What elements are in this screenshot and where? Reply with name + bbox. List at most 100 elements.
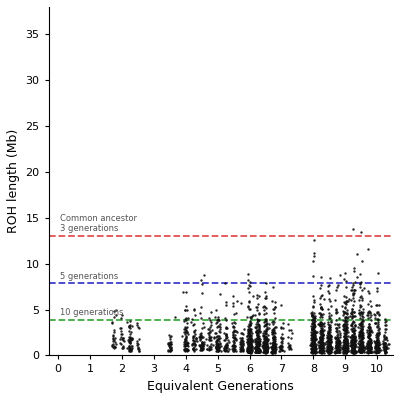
Point [350,345,356,351]
Point [247,322,253,328]
Point [168,347,174,353]
Point [327,336,333,342]
Point [349,336,356,342]
Point [380,344,386,350]
Point [309,345,315,352]
Point [245,349,251,355]
Point [365,340,372,346]
Point [343,349,349,355]
Point [287,345,293,351]
Point [309,311,316,318]
Point [367,341,373,348]
Point [342,347,348,354]
Point [311,320,317,327]
Point [327,343,333,349]
Point [125,336,132,342]
Text: Common ancestor
3 generations: Common ancestor 3 generations [60,214,137,234]
Point [120,343,126,350]
Point [166,340,172,346]
Point [340,322,346,328]
Point [366,338,372,345]
Point [332,321,338,327]
Point [310,342,316,348]
Point [247,333,253,340]
Point [256,326,262,332]
Point [336,340,342,347]
Point [246,331,252,338]
Point [255,342,262,349]
Point [204,346,210,352]
Point [247,344,253,351]
Point [351,325,357,332]
Point [181,342,187,349]
Point [262,338,268,345]
Point [312,350,318,356]
Point [358,319,364,325]
Point [199,345,206,351]
Point [373,330,380,337]
Point [382,342,389,349]
Point [360,309,366,315]
Point [271,345,277,351]
Point [182,348,188,354]
Point [374,330,380,336]
Point [335,337,341,343]
Point [366,346,372,353]
Point [371,349,378,355]
Point [311,327,317,333]
Point [247,330,254,336]
Point [248,341,254,348]
Point [248,349,254,355]
Point [367,346,373,353]
Point [184,324,190,330]
Point [111,344,118,351]
Point [312,347,318,353]
Point [238,345,244,352]
Point [231,337,238,344]
Point [327,338,333,344]
Point [309,335,315,342]
Point [247,322,253,329]
Point [324,348,330,354]
Point [309,326,315,332]
Point [184,346,190,352]
Point [343,327,349,334]
Point [350,338,356,345]
Point [318,349,324,355]
Point [248,346,254,352]
Point [333,343,339,349]
Point [206,330,212,336]
Point [191,332,198,339]
Point [247,346,254,352]
Point [344,298,350,304]
Point [333,338,339,345]
Point [351,338,358,345]
Point [365,328,372,335]
Point [309,346,316,353]
Point [214,319,220,326]
Point [356,346,363,352]
Point [325,319,332,326]
Point [318,340,324,346]
Point [197,332,204,338]
Point [368,349,374,355]
Point [247,348,254,354]
Point [319,337,325,344]
Point [222,330,229,337]
Point [336,338,342,344]
Point [334,342,340,349]
Point [314,348,320,355]
Point [238,348,244,354]
Point [318,350,324,356]
Point [270,334,277,340]
Point [254,342,261,349]
Point [277,344,283,350]
Point [214,343,220,350]
Point [246,346,253,353]
Point [358,318,365,324]
Point [342,325,348,331]
Point [271,345,278,352]
Point [357,312,363,318]
Point [326,322,333,328]
Point [334,346,340,352]
